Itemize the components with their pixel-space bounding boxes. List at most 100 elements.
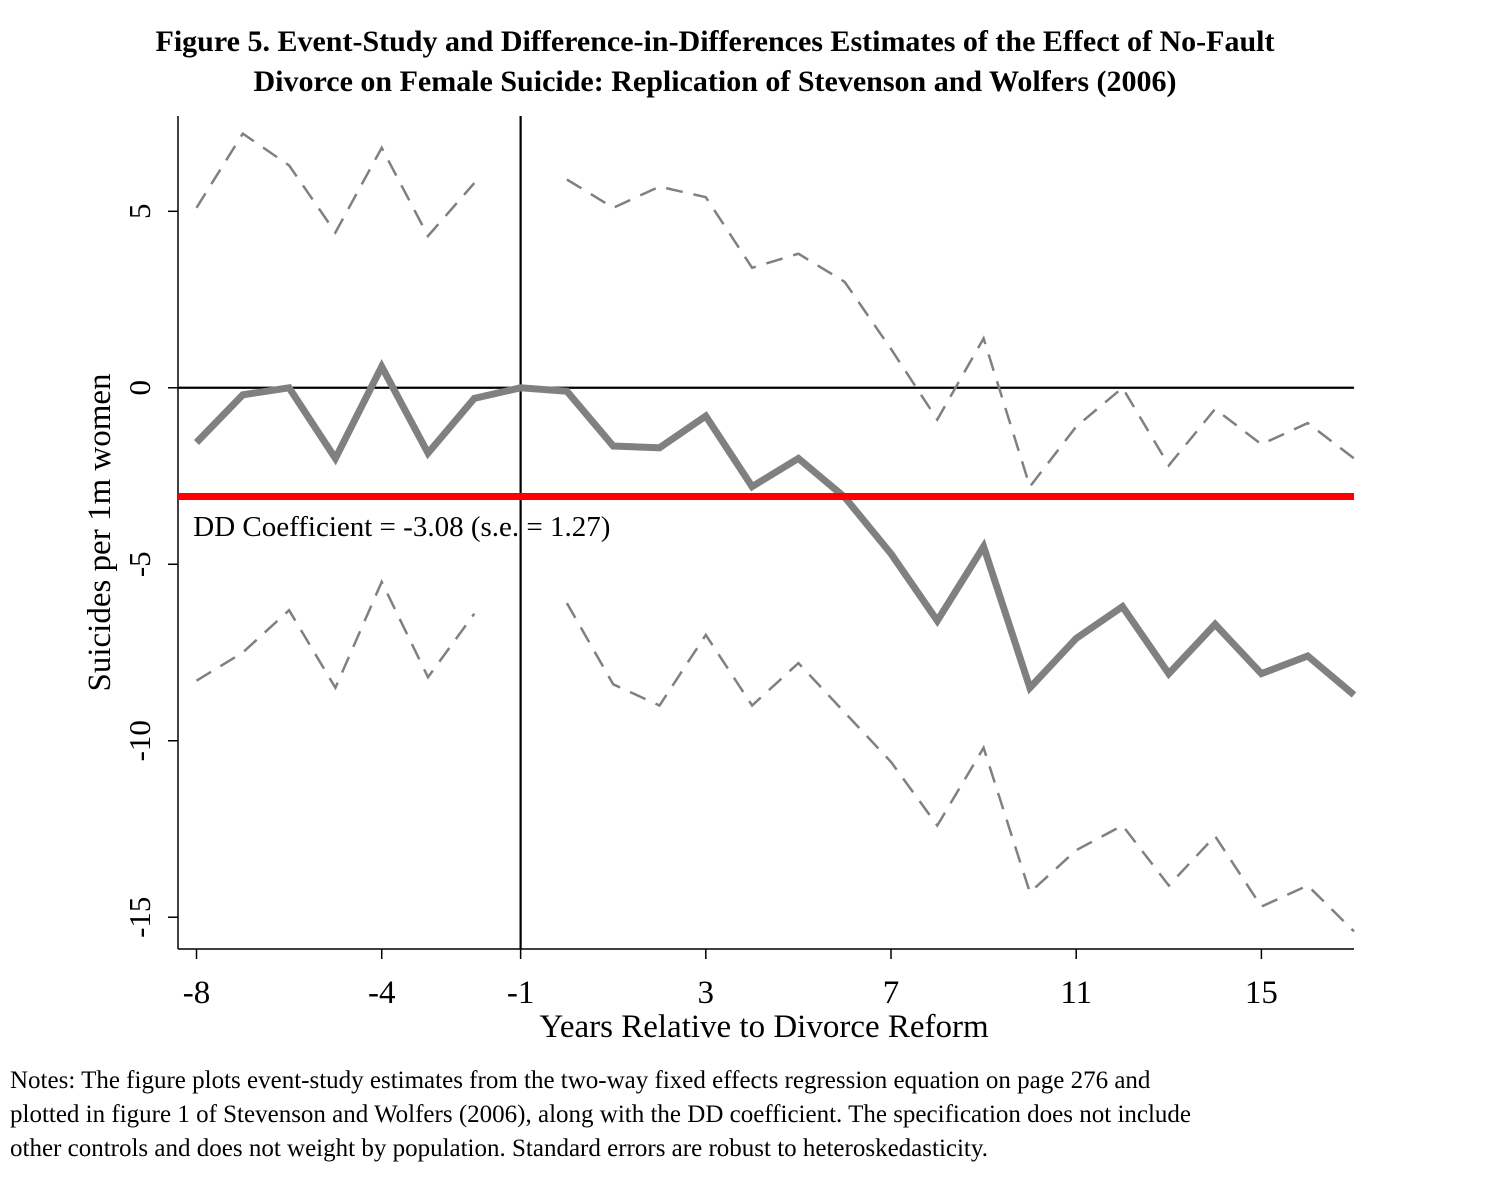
lower-95ci-point	[752, 705, 753, 706]
upper-95ci-point	[1076, 426, 1077, 427]
upper-95ci-point	[1261, 444, 1262, 445]
y-tick-label: 5	[122, 204, 157, 220]
lower-95ci-point	[289, 610, 290, 611]
upper-95ci-point	[983, 338, 984, 339]
upper-95ci-line	[195, 131, 476, 239]
lower-95ci-point	[798, 663, 799, 664]
lower-95ci-point	[1029, 892, 1030, 893]
estimate-point	[566, 391, 567, 392]
notes-line-3: other controls and does not weight by po…	[10, 1135, 989, 1162]
upper-95ci-point	[381, 147, 382, 148]
y-tick-label: -10	[122, 720, 157, 761]
x-tick-label: -1	[507, 975, 535, 1011]
figure-title-line-1: Figure 5. Event-Study and Difference-in-…	[155, 25, 1275, 58]
estimate-point	[613, 446, 614, 447]
lower-95ci-point	[1354, 931, 1355, 932]
estimate-point	[937, 620, 938, 621]
lower-95ci-point	[613, 684, 614, 685]
estimate-point	[381, 366, 382, 367]
estimate-point	[474, 398, 475, 399]
upper-95ci-point	[196, 207, 197, 208]
lower-95ci-point	[566, 603, 567, 604]
upper-95ci-point	[428, 236, 429, 237]
estimate-point	[196, 442, 197, 443]
upper-95ci-point	[798, 253, 799, 254]
lower-95ci-point	[196, 680, 197, 681]
notes-line-2: plotted in figure 1 of Stevenson and Wol…	[10, 1101, 1192, 1128]
estimate-point	[289, 387, 290, 388]
upper-95ci-point	[1307, 423, 1308, 424]
estimate-point	[798, 458, 799, 459]
dd-coefficient-label: DD Coefficient = -3.08 (s.e. = 1.27)	[193, 511, 610, 543]
estimate-point	[520, 387, 521, 388]
estimate-point	[1029, 687, 1030, 688]
upper-95ci-point	[289, 165, 290, 166]
lower-95ci-point	[474, 613, 475, 614]
upper-95ci-line	[566, 178, 1355, 490]
estimate-point	[1215, 624, 1216, 625]
y-axis-label: Suicides per 1m women	[82, 373, 118, 691]
lower-95ci-point	[335, 687, 336, 688]
event-study-chart: 5 0 -5 -10 -15 -8 -4 -1 3 7 11 15 Years Relative to…	[82, 116, 1357, 1045]
lower-95ci-point	[705, 634, 706, 635]
upper-95ci-point	[1029, 486, 1030, 487]
y-tick-label: -15	[122, 897, 157, 938]
upper-95ci-point	[566, 179, 567, 180]
lower-95ci-point	[1215, 836, 1216, 837]
estimate-point	[891, 553, 892, 554]
figure-title: Figure 5. Event-Study and Difference-in-…	[0, 22, 1430, 102]
estimate-point	[242, 394, 243, 395]
lower-95ci-point	[983, 747, 984, 748]
estimate-point	[1261, 673, 1262, 674]
estimate-point	[705, 416, 706, 417]
upper-95ci-point	[335, 232, 336, 233]
x-tick-label: -8	[183, 975, 211, 1011]
notes-line-1: Notes: The figure plots event-study esti…	[10, 1067, 1151, 1094]
lower-95ci-point	[1307, 885, 1308, 886]
upper-95ci-point	[474, 183, 475, 184]
x-tick-label: 11	[1060, 975, 1092, 1011]
upper-95ci-point	[1168, 465, 1169, 466]
lower-95ci-point	[428, 677, 429, 678]
lower-95ci-point	[891, 761, 892, 762]
lower-95ci-point	[1261, 906, 1262, 907]
lower-95ci-point	[937, 825, 938, 826]
upper-95ci-point	[752, 267, 753, 268]
x-tick-label: 3	[698, 975, 715, 1011]
estimate-point	[659, 447, 660, 448]
x-axis-label: Years Relative to Divorce Reform	[539, 1009, 989, 1045]
estimate-point	[1354, 694, 1355, 695]
estimate-point	[983, 546, 984, 547]
upper-95ci-point	[1354, 458, 1355, 459]
estimate-line	[193, 359, 1357, 698]
upper-95ci-point	[1215, 408, 1216, 409]
upper-95ci-point	[937, 419, 938, 420]
lower-95ci-line	[565, 602, 1355, 933]
estimate-point	[428, 453, 429, 454]
lower-95ci-point	[1076, 850, 1077, 851]
estimate-point	[1168, 673, 1169, 674]
estimate-point	[1307, 656, 1308, 657]
lower-95ci-point	[381, 581, 382, 582]
upper-95ci-point	[613, 207, 614, 208]
lower-95ci-point	[1122, 825, 1123, 826]
y-tick-label: 0	[122, 380, 157, 396]
lower-95ci-line	[195, 578, 476, 691]
y-tick-label: -5	[122, 551, 157, 577]
upper-95ci-point	[659, 186, 660, 187]
lower-95ci-point	[659, 705, 660, 706]
upper-95ci-point	[705, 197, 706, 198]
x-tick-label: -4	[368, 975, 396, 1011]
x-tick-label: 7	[883, 975, 900, 1011]
upper-95ci-point	[891, 348, 892, 349]
upper-95ci-point	[844, 281, 845, 282]
estimate-point	[1076, 638, 1077, 639]
estimate-point	[1122, 606, 1123, 607]
x-tick-label: 15	[1245, 975, 1278, 1011]
estimate-point	[752, 486, 753, 487]
upper-95ci-point	[242, 133, 243, 134]
estimate-point	[335, 458, 336, 459]
lower-95ci-point	[242, 652, 243, 653]
figure-notes: Notes: The figure plots event-study esti…	[10, 1064, 1420, 1166]
lower-95ci-point	[1168, 885, 1169, 886]
